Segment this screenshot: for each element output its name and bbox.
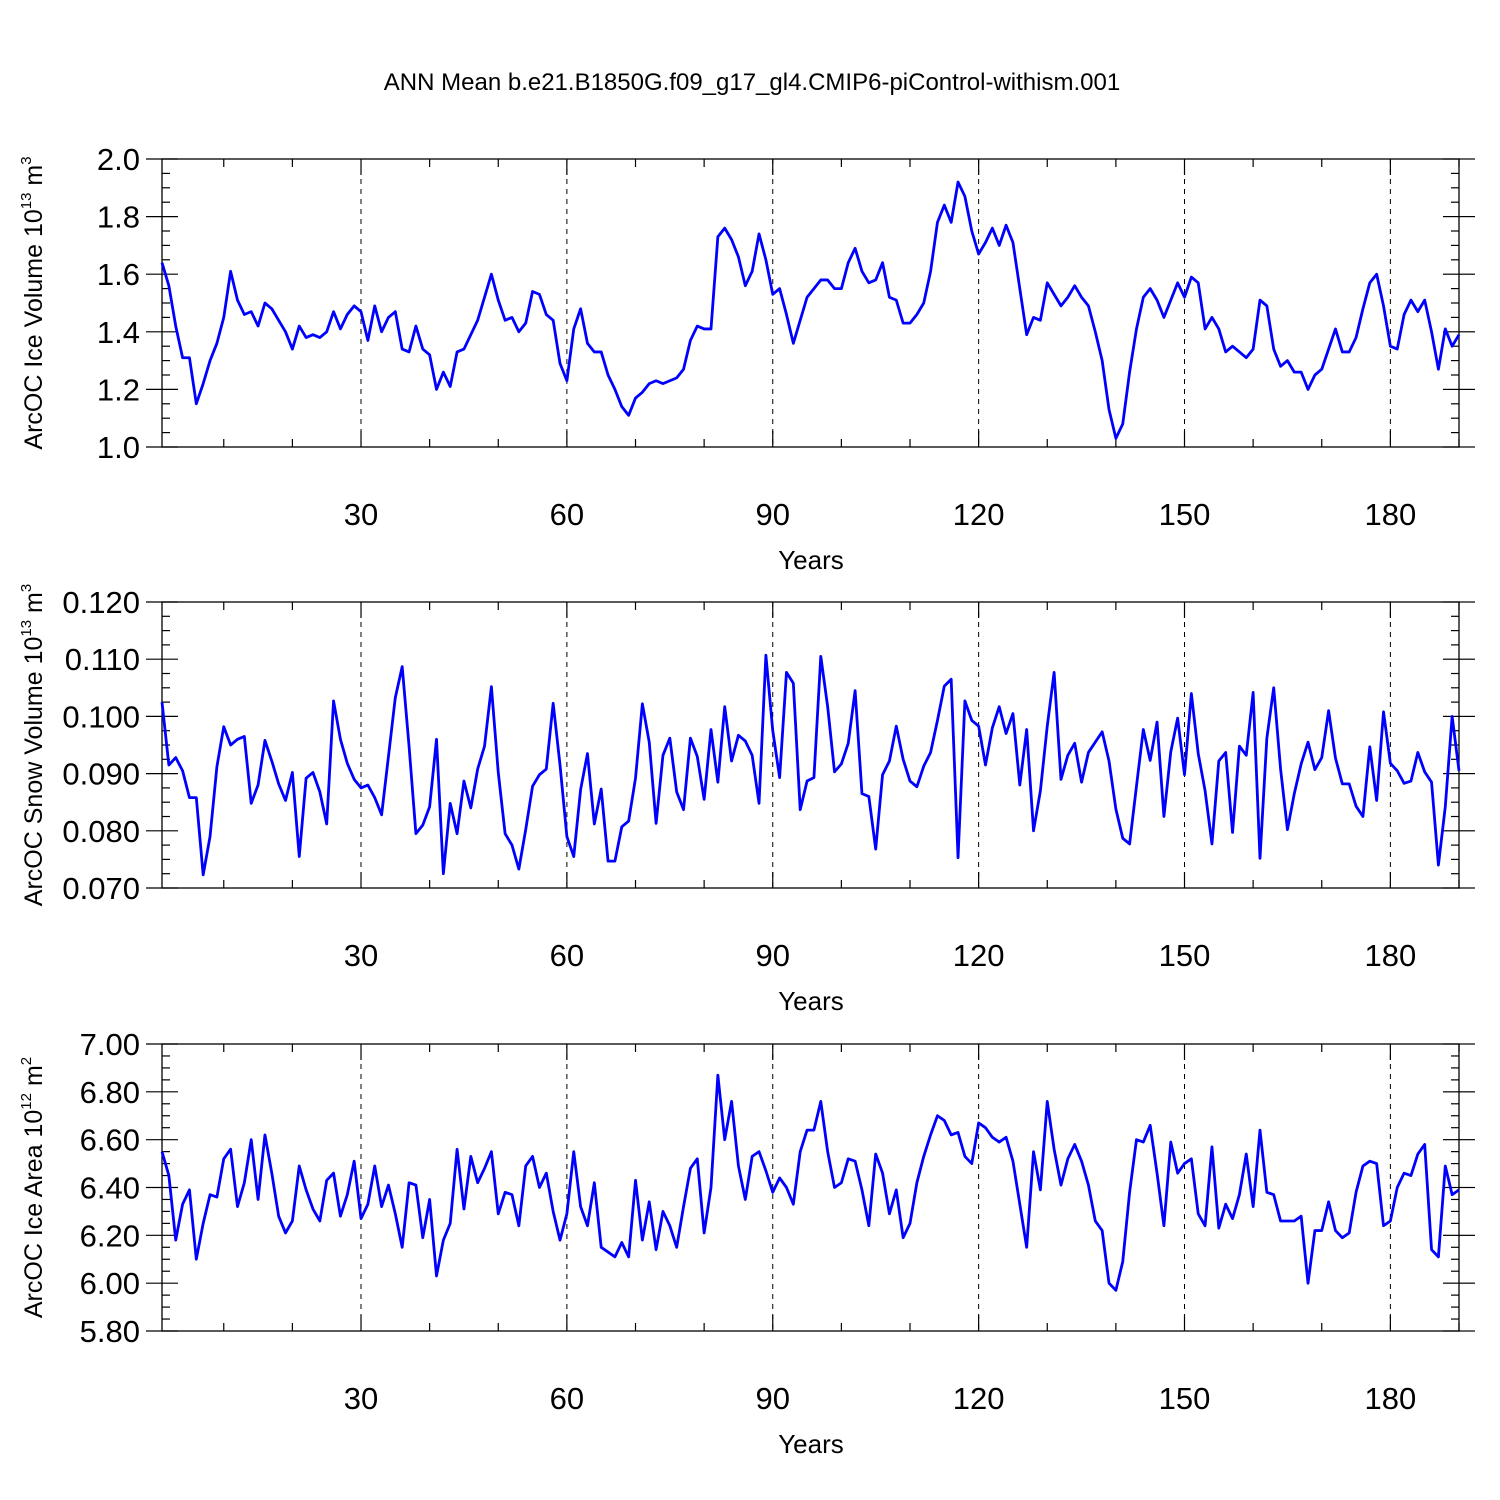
panels: 1.0 1.2 1.4 1.6 1.8 2.0 30 60 90 120 150 180 Years Ar… [18, 142, 1475, 1459]
y-axis-label: ArcOC Ice Volume 1013 m3 [18, 156, 48, 449]
x-tick-label: 30 [344, 497, 378, 532]
x-tick-label: 60 [550, 497, 584, 532]
y-tick-label: 1.8 [97, 200, 140, 235]
y-tick-label: 0.110 [65, 642, 140, 677]
x-tick-label: 90 [756, 938, 790, 973]
panel-ice-area: 5.80 6.00 6.20 6.40 6.60 6.80 7.00 30 60 90 120 150… [18, 1027, 1475, 1459]
y-axis-label-exponent: 13 [18, 193, 35, 210]
x-tick-label: 60 [550, 938, 584, 973]
series-line-ice-area [160, 1073, 1460, 1292]
x-tick-label: 180 [1365, 938, 1417, 973]
y-axis-label-exponent: 13 [18, 620, 35, 637]
y-tick-label: 0.120 [62, 585, 140, 620]
y-tick-label: 6.40 [80, 1171, 140, 1206]
x-tick-label: 120 [953, 497, 1005, 532]
y-tick-label: 5.80 [80, 1314, 140, 1349]
series-line-snow-volume [160, 653, 1461, 877]
x-axis-label: Years [778, 986, 844, 1016]
x-tick-label: 180 [1365, 497, 1417, 532]
x-tick-label: 30 [344, 1381, 378, 1416]
y-axis-label: ArcOC Ice Area 1012 m2 [18, 1057, 48, 1318]
x-tick-label: 30 [344, 938, 378, 973]
x-tick-label: 120 [953, 938, 1005, 973]
y-axis-label-unit-exponent: 3 [18, 584, 35, 592]
x-tick-label: 180 [1365, 1381, 1417, 1416]
y-axis-label-main: ArcOC Snow Volume 10 [20, 637, 48, 907]
x-tick-label: 60 [550, 1381, 584, 1416]
y-axis-label-main: ArcOC Ice Area 10 [20, 1110, 48, 1318]
y-tick-label: 6.00 [80, 1266, 140, 1301]
y-axis-label-unit: m [20, 592, 48, 620]
x-tick-label: 90 [756, 497, 790, 532]
y-axis-label-unit-exponent: 2 [18, 1057, 35, 1065]
y-tick-label: 2.0 [97, 142, 140, 177]
y-tick-label: 6.20 [80, 1218, 140, 1253]
y-tick-label: 0.080 [62, 814, 140, 849]
y-tick-label: 1.2 [97, 372, 140, 407]
y-axis-label-exponent: 12 [18, 1093, 35, 1110]
y-axis-label: ArcOC Snow Volume 1013 m3 [18, 584, 48, 906]
panel-ice-volume: 1.0 1.2 1.4 1.6 1.8 2.0 30 60 90 120 150 180 Years Ar… [18, 142, 1475, 575]
y-tick-label: 6.80 [80, 1075, 140, 1110]
chart-title: ANN Mean b.e21.B1850G.f09_g17_gl4.CMIP6-… [384, 69, 1120, 96]
series-line-ice-volume [160, 180, 1461, 440]
x-axis-label: Years [778, 545, 844, 575]
y-axis-label-unit: m [20, 1065, 48, 1093]
x-axis-label: Years [778, 1429, 844, 1459]
plot-frame [161, 601, 1460, 889]
y-axis-label-unit-exponent: 3 [18, 156, 35, 164]
y-tick-label: 1.4 [97, 315, 140, 350]
y-tick-label: 6.60 [80, 1123, 140, 1158]
panel-snow-volume: 0.070 0.080 0.090 0.100 0.110 0.120 30 60 90 120 1… [18, 584, 1475, 1016]
y-tick-label: 0.090 [62, 757, 140, 792]
x-tick-label: 150 [1159, 938, 1211, 973]
x-tick-label: 90 [756, 1381, 790, 1416]
y-tick-label: 0.100 [62, 699, 140, 734]
y-axis-label-unit: m [20, 165, 48, 193]
y-tick-label: 1.6 [97, 257, 140, 292]
x-tick-label: 150 [1159, 1381, 1211, 1416]
y-axis-label-main: ArcOC Ice Volume 10 [20, 209, 48, 449]
x-tick-label: 150 [1159, 497, 1211, 532]
x-tick-label: 120 [953, 1381, 1005, 1416]
y-tick-label: 1.0 [97, 430, 140, 465]
y-tick-label: 0.070 [62, 871, 140, 906]
y-tick-label: 7.00 [80, 1027, 140, 1062]
